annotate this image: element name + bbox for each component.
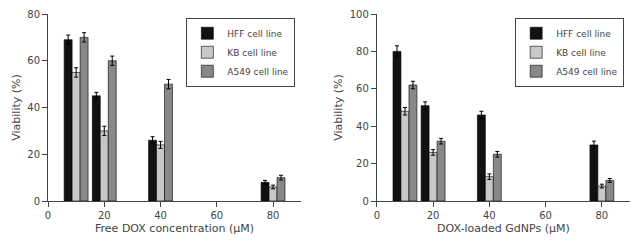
- svg-text:KB cell line: KB cell line: [227, 48, 277, 58]
- svg-text:Free DOX concentration (μM): Free DOX concentration (μM): [95, 222, 254, 235]
- svg-text:20: 20: [27, 149, 40, 160]
- svg-text:80: 80: [267, 210, 280, 221]
- svg-text:80: 80: [356, 46, 369, 57]
- svg-text:A549 cell line: A549 cell line: [227, 67, 288, 77]
- svg-text:HFF cell line: HFF cell line: [556, 29, 611, 39]
- svg-text:KB cell line: KB cell line: [556, 48, 606, 58]
- svg-text:60: 60: [27, 55, 40, 66]
- svg-text:20: 20: [98, 210, 111, 221]
- svg-text:0: 0: [45, 210, 51, 221]
- svg-text:0: 0: [374, 210, 380, 221]
- svg-text:40: 40: [154, 210, 167, 221]
- svg-text:DOX-loaded GdNPs (μM): DOX-loaded GdNPs (μM): [437, 222, 570, 235]
- svg-text:HFF cell line: HFF cell line: [227, 29, 282, 39]
- svg-text:80: 80: [27, 9, 40, 20]
- svg-text:A549 cell line: A549 cell line: [556, 67, 617, 77]
- svg-text:0: 0: [362, 196, 368, 207]
- svg-text:40: 40: [27, 102, 40, 113]
- svg-text:40: 40: [356, 121, 369, 132]
- svg-text:20: 20: [427, 210, 440, 221]
- svg-text:Viability (%): Viability (%): [10, 74, 23, 141]
- svg-text:0: 0: [34, 196, 40, 207]
- svg-text:40: 40: [483, 210, 496, 221]
- svg-text:60: 60: [210, 210, 223, 221]
- svg-text:80: 80: [596, 210, 609, 221]
- svg-text:60: 60: [539, 210, 552, 221]
- svg-text:20: 20: [356, 158, 369, 169]
- svg-text:Viability (%): Viability (%): [332, 74, 345, 141]
- svg-text:100: 100: [350, 9, 369, 20]
- svg-text:60: 60: [356, 83, 369, 94]
